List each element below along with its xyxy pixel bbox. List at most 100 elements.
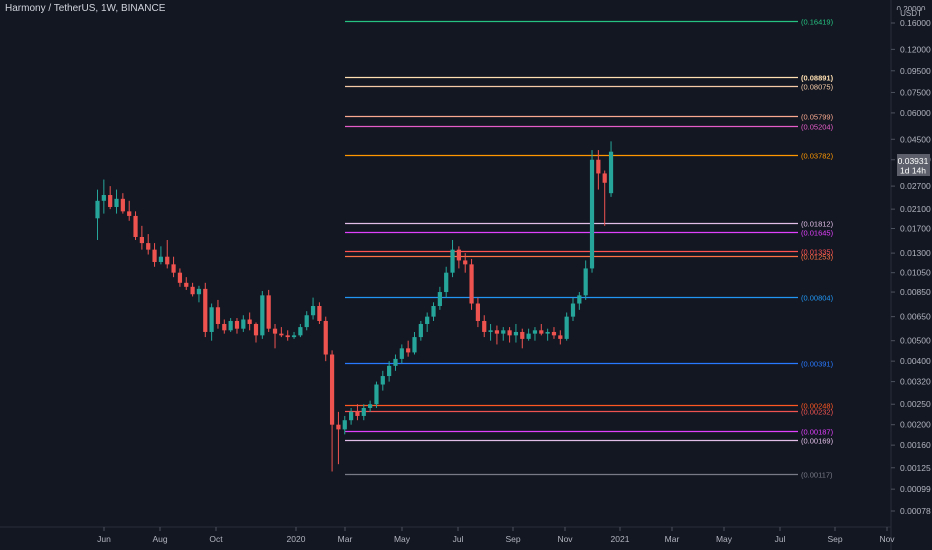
chart-title: Harmony / TetherUS, 1W, BINANCE [5,3,166,14]
candle-body [171,264,176,273]
candle-body [95,200,100,219]
candle-body [469,264,474,304]
candle-body [558,335,563,339]
candle-body [272,328,278,334]
candle-body [412,337,417,353]
level-label: (0.00169) [801,437,834,446]
candle-body [501,330,506,334]
price-tick-label: 0.00650 [900,312,931,322]
candle-body [608,151,614,194]
candle-body [260,295,265,336]
candle-body [291,335,297,338]
level-label: (0.00232) [801,408,834,417]
price-tick-label: 0.00160 [900,440,931,450]
candles [95,141,614,472]
time-tick-label: Nov [557,534,573,544]
candle-body [456,249,461,261]
candle-body [323,320,328,355]
candle-body [539,330,544,334]
candle-body [222,323,227,331]
price-tick-label: 0.01050 [900,268,931,278]
candle-body [475,303,480,321]
candle-body [184,282,189,287]
level-label: (0.01335) [801,248,834,257]
level-lines [345,20,798,476]
candle-body [494,330,500,334]
level-label: (0.01253) [801,253,834,262]
level-label: (0.03782) [801,152,834,161]
last-price-marker: 0.03931 1d 14h [897,154,930,176]
candle-body [520,331,525,339]
candle-body [551,331,557,336]
price-tick-label: 0.00125 [900,463,931,473]
candle-body [209,307,214,332]
last-price-label: 0.03931 [898,156,929,166]
candle-body [513,331,519,336]
candle-body [215,307,221,324]
candle-body [361,407,366,416]
time-tick-label: Sep [827,534,842,544]
candle-body [101,195,106,201]
level-label: (0.00804) [801,294,834,303]
price-tick-label: 0.02700 [900,181,931,191]
candle-body [336,424,341,430]
candle-body [589,159,595,269]
level-label: (0.00248) [801,402,834,411]
candle-body [247,319,252,324]
price-tick-label: 0.00500 [900,336,931,346]
candle-body [196,288,202,295]
candle-body [380,376,385,385]
price-tick-label: 0.04500 [900,134,931,144]
candle-body [393,358,398,366]
level-label: (0.00391) [801,360,834,369]
candle-body [133,215,138,237]
candle-body [602,173,607,183]
candle-body [310,306,316,316]
level-label: (0.05799) [801,113,834,122]
currency-label: USDT [900,9,922,18]
time-tick-label: Jun [97,534,111,544]
candle-body [253,323,259,336]
price-tick-label: 0.00250 [900,399,931,409]
candle-body [596,159,601,174]
price-tick-label: 0.16000 [900,18,931,28]
candle-body [570,303,576,317]
candle-body [431,306,436,317]
time-tick-label: Jul [453,534,464,544]
level-labels: (0.16419)(0.08891)(0.08075)(0.05799)(0.0… [801,18,834,480]
candle-body [368,404,373,408]
price-tick-label: 0.00850 [900,287,931,297]
candle-body [146,243,151,250]
time-tick-label: Mar [665,534,680,544]
time-tick-label: Sep [505,534,520,544]
time-tick-label: 2020 [287,534,306,544]
time-tick-label: Mar [338,534,353,544]
candle-body [374,384,379,405]
candle-body [583,268,588,296]
candle-body [108,195,113,207]
candle-body [279,333,284,336]
countdown-label: 1d 14h [900,166,926,176]
candle-body [304,315,309,328]
candle-body [266,295,271,329]
level-label: (0.08891) [801,74,834,83]
candle-body [488,330,493,332]
price-axis[interactable]: 0.16000 0.12000 0.09500 0.07500 0.06000 0.045… [891,18,931,516]
candle-body [158,256,163,262]
price-tick-label: 0.00400 [900,356,931,366]
candle-body [545,331,550,334]
candle-body [532,330,538,334]
level-label: (0.00117) [801,471,833,480]
time-tick-label: 2021 [611,534,630,544]
level-label: (0.01812) [801,220,834,229]
candle-body [444,272,449,293]
candle-body [190,286,195,295]
price-tick-label: 0.02100 [900,204,931,214]
time-tick-label: May [394,534,411,544]
candle-body [399,348,404,359]
time-axis[interactable]: Jun Aug Oct 2020 Mar May Jul Sep Nov 2021 Mar May Ju… [97,527,895,544]
level-label: (0.16419) [801,18,834,27]
